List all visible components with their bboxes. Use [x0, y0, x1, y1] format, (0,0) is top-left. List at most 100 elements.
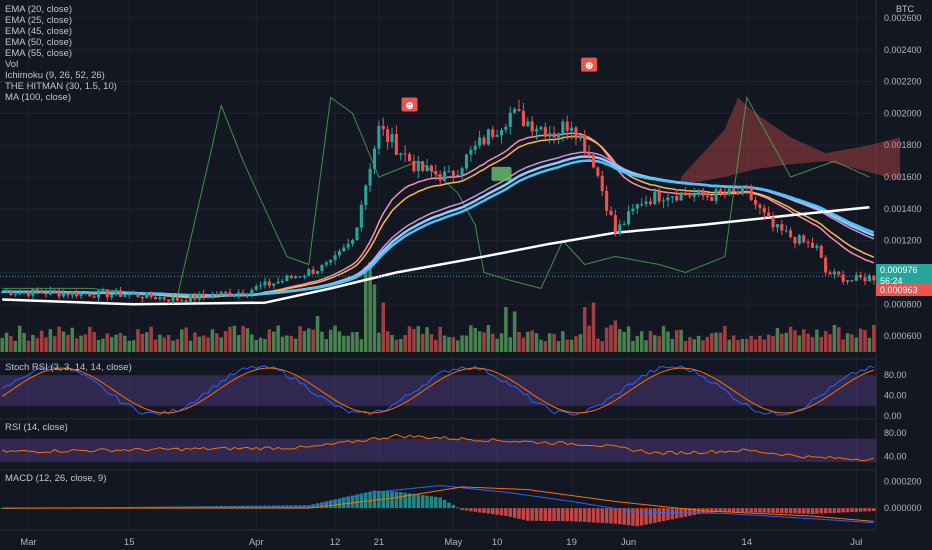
- volume-bar: [79, 335, 83, 352]
- macd-histogram-bar: [412, 493, 416, 509]
- volume-bar: [718, 332, 723, 352]
- volume-bar: [307, 328, 311, 352]
- volume-bar: [13, 340, 18, 352]
- macd-histogram-bar: [810, 508, 815, 514]
- candle-body: [640, 204, 644, 206]
- candle-body: [587, 152, 591, 155]
- legend-ichimoku[interactable]: Ichimoku (9, 26, 52, 26): [5, 70, 105, 81]
- rsi-title[interactable]: RSI (14, close): [5, 422, 68, 433]
- volume-bar: [61, 331, 66, 352]
- macd-histogram-bar: [780, 508, 784, 514]
- stoch-tick-2: 0.00: [884, 411, 902, 421]
- macd-histogram-bar: [609, 508, 613, 524]
- volume-bar: [92, 331, 96, 352]
- macd-histogram-bar: [801, 508, 806, 514]
- candle-body: [767, 212, 771, 217]
- candle-body: [320, 264, 324, 272]
- price-tick-6: 0.001400: [884, 204, 922, 214]
- volume-bar: [420, 333, 425, 352]
- macd-histogram-bar: [867, 508, 872, 512]
- volume-bar: [228, 326, 232, 352]
- volume-bar: [298, 326, 302, 352]
- legend-ema20[interactable]: EMA (20, close): [5, 4, 73, 15]
- candle-body: [324, 262, 328, 265]
- candle-body: [140, 297, 144, 299]
- candle-body: [648, 201, 652, 205]
- legend-ema50[interactable]: EMA (50, close): [5, 37, 73, 48]
- macd-histogram-bar: [639, 508, 644, 526]
- macd-histogram-bar: [753, 508, 758, 513]
- price-tick-7: 0.001200: [884, 236, 922, 246]
- legend-ema45[interactable]: EMA (45, close): [5, 26, 73, 37]
- time-tick-3: 12: [330, 537, 341, 548]
- macd-histogram-bar: [714, 508, 718, 513]
- volume-bar: [631, 340, 635, 352]
- candle-body: [53, 290, 57, 292]
- macd-histogram-bar: [372, 490, 377, 509]
- volume-bar: [762, 339, 767, 352]
- macd-title[interactable]: MACD (12, 26, close, 9): [5, 473, 107, 484]
- candle-body: [70, 291, 74, 296]
- legend-vol[interactable]: Vol: [5, 59, 19, 70]
- candle-body: [280, 280, 285, 282]
- candle-body: [250, 289, 254, 295]
- legend-ma100[interactable]: MA (100, close): [5, 92, 71, 103]
- macd-histogram-bar: [451, 505, 456, 509]
- time-tick-10: Jul: [850, 537, 862, 548]
- candle-body: [245, 294, 250, 296]
- macd-histogram-bar: [508, 508, 513, 517]
- macd-histogram-bar: [416, 494, 421, 509]
- volume-bar: [180, 329, 184, 352]
- volume-bar: [701, 340, 705, 352]
- volume-bar: [819, 337, 824, 352]
- candle-body: [386, 129, 390, 142]
- macd-histogram-bar: [622, 508, 626, 525]
- volume-bar: [219, 337, 223, 352]
- candle-body: [688, 195, 692, 197]
- time-tick-8: Jun: [621, 537, 636, 548]
- volume-bar: [679, 329, 683, 352]
- macd-histogram-bar: [832, 508, 837, 513]
- macd-histogram-bar: [434, 496, 438, 509]
- candle-body: [364, 185, 368, 205]
- volume-bar: [582, 307, 587, 352]
- legend-ema25[interactable]: EMA (25, close): [5, 15, 73, 26]
- candle-body: [110, 294, 114, 298]
- rsi-tick-0: 80.00: [884, 428, 907, 438]
- volume-bar: [44, 337, 48, 352]
- candle-body: [456, 175, 460, 177]
- volume-bar: [872, 325, 876, 352]
- volume-bar: [118, 332, 123, 352]
- macd-histogram-bar: [420, 495, 425, 509]
- volume-bar: [626, 326, 631, 352]
- legend-ema55[interactable]: EMA (55, close): [5, 48, 73, 59]
- macd-histogram-bar: [648, 508, 653, 524]
- candle-body: [697, 189, 701, 195]
- candle-body: [745, 186, 749, 188]
- candle-body: [837, 271, 841, 275]
- macd-histogram-bar: [749, 508, 753, 513]
- candle-body: [535, 129, 539, 132]
- candle-body: [61, 293, 66, 297]
- macd-histogram-bar: [569, 508, 574, 522]
- candle-body: [259, 285, 263, 287]
- candle-body: [845, 280, 850, 282]
- candle-body: [219, 292, 223, 296]
- stoch-rsi-title[interactable]: Stoch RSI (3, 3, 14, 14, close): [5, 362, 132, 373]
- macd-histogram-bar: [324, 501, 329, 509]
- legend-hitman[interactable]: THE HITMAN (30, 1.5, 10): [5, 81, 117, 92]
- volume-bar: [745, 338, 749, 352]
- candle-body: [399, 153, 403, 155]
- volume-bar: [688, 337, 692, 352]
- candle-body: [443, 171, 447, 181]
- volume-bar: [320, 331, 324, 352]
- volume-bar: [184, 327, 188, 352]
- candle-body: [723, 192, 727, 195]
- volume-bar: [521, 337, 526, 352]
- candle-body: [784, 230, 788, 232]
- candle-body: [513, 109, 517, 113]
- candle-body: [97, 290, 101, 298]
- macd-histogram-bar: [385, 491, 390, 509]
